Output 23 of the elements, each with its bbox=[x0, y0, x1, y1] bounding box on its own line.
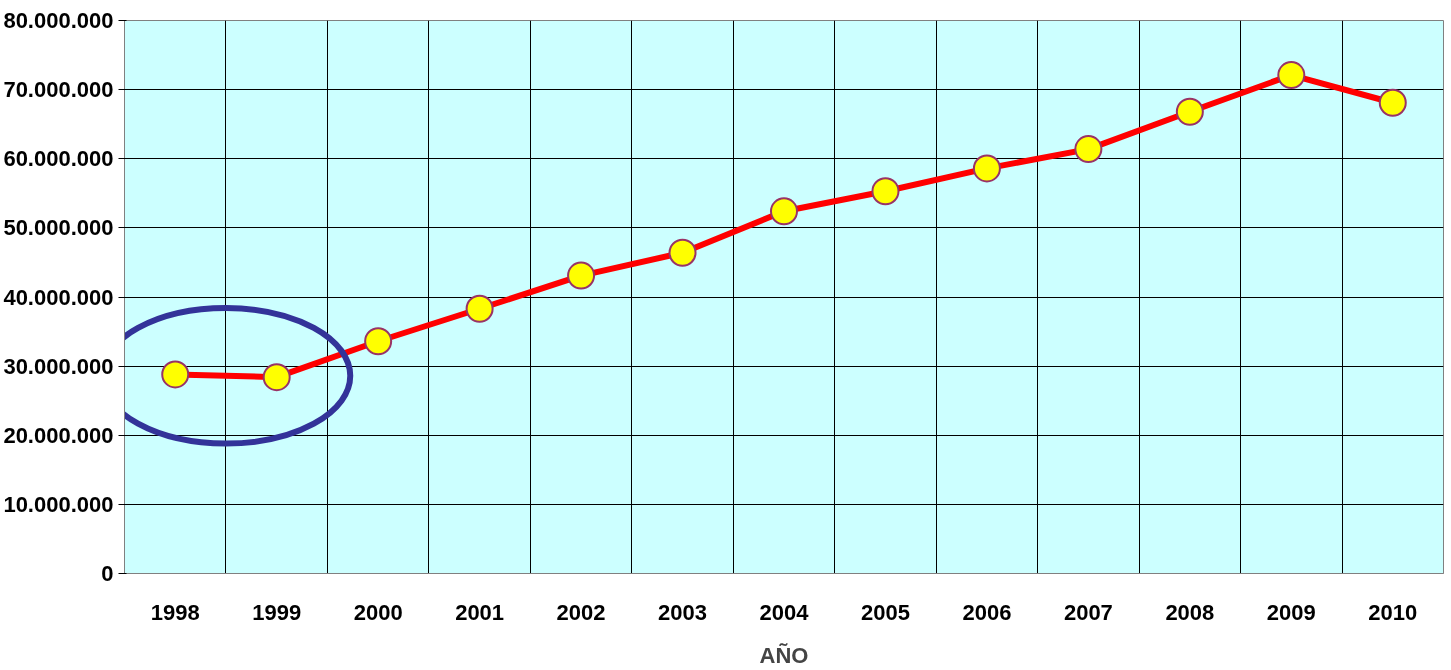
y-tick-label: 80.000.000 bbox=[3, 8, 114, 33]
x-tick-label: 1998 bbox=[150, 599, 200, 625]
x-tick-label: 2004 bbox=[759, 599, 810, 625]
x-tick-label: 2007 bbox=[1063, 599, 1113, 625]
x-tick-label: 2008 bbox=[1165, 599, 1215, 625]
y-tick-label: 20.000.000 bbox=[3, 422, 114, 448]
x-tick-label: 2002 bbox=[556, 599, 606, 625]
y-tick-label: 30.000.000 bbox=[3, 353, 114, 379]
x-tick-label: 2010 bbox=[1368, 599, 1418, 625]
y-tick-label: 50.000.000 bbox=[3, 215, 114, 241]
x-tick-label: 2001 bbox=[455, 599, 505, 625]
y-tick-label: 60.000.000 bbox=[3, 146, 114, 172]
y-tick-label: 10.000.000 bbox=[3, 491, 114, 517]
x-tick-label: 2005 bbox=[860, 599, 910, 625]
x-tick-label: 1999 bbox=[252, 599, 302, 625]
x-tick-label: 2009 bbox=[1266, 599, 1316, 625]
x-axis-title: AÑO bbox=[759, 642, 809, 668]
y-tick-label: 70.000.000 bbox=[3, 77, 114, 103]
y-tick-label: 40.000.000 bbox=[3, 284, 114, 310]
x-tick-label: 2006 bbox=[962, 599, 1012, 625]
x-tick-label: 2003 bbox=[658, 599, 708, 625]
x-tick-label: 2000 bbox=[353, 599, 403, 625]
y-tick-label: 0 bbox=[101, 561, 114, 586]
